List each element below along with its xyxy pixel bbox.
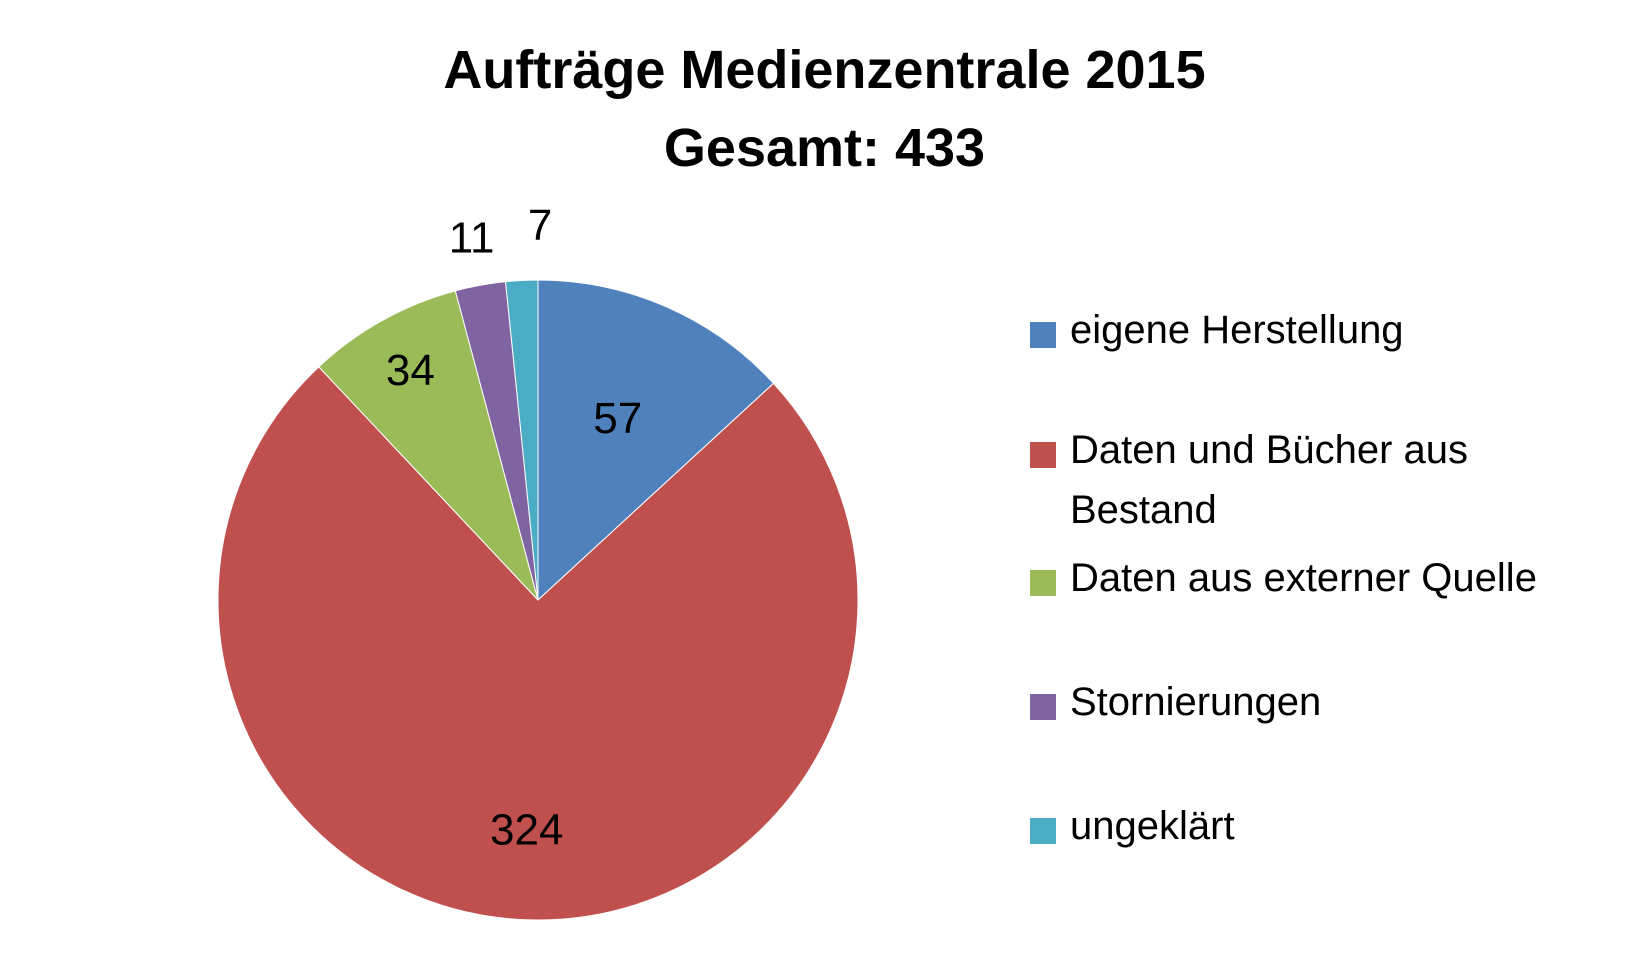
chart-title: Aufträge Medienzentrale 2015: [443, 40, 1206, 100]
pie-slice-1: [537, 279, 775, 602]
pie-slice-2: [217, 366, 859, 921]
legend-swatch: [1030, 322, 1056, 348]
legend-item: eigene Herstellung: [1030, 300, 1630, 360]
slice-data-label: 11: [449, 214, 495, 263]
chart-subtitle: Gesamt: 433: [663, 118, 986, 178]
slice-data-label: 324: [490, 806, 563, 855]
legend-label: Stornierungen: [1070, 680, 1322, 724]
legend-label: Daten aus externer Quelle: [1070, 556, 1537, 600]
pie-slice-5: [505, 279, 539, 601]
legend-swatch: [1030, 694, 1056, 720]
legend-item: Stornierungen: [1030, 672, 1630, 732]
legend-swatch: [1030, 442, 1056, 468]
legend-swatch: [1030, 818, 1056, 844]
legend-item: Daten und Bücher aus Bestand: [1030, 420, 1630, 540]
legend-swatch: [1030, 570, 1056, 596]
pie-slice-3: [318, 290, 539, 601]
slice-data-label: 7: [528, 201, 552, 250]
slice-data-label: 34: [386, 346, 435, 395]
legend-item: Daten aus externer Quelle: [1030, 548, 1630, 608]
legend-label: eigene Herstellung: [1070, 308, 1404, 352]
legend-label: Daten und Bücher aus Bestand: [1070, 428, 1469, 532]
legend-label: ungeklärt: [1070, 804, 1235, 848]
legend-item: ungeklärt: [1030, 796, 1630, 856]
slice-data-label: 57: [593, 394, 642, 443]
